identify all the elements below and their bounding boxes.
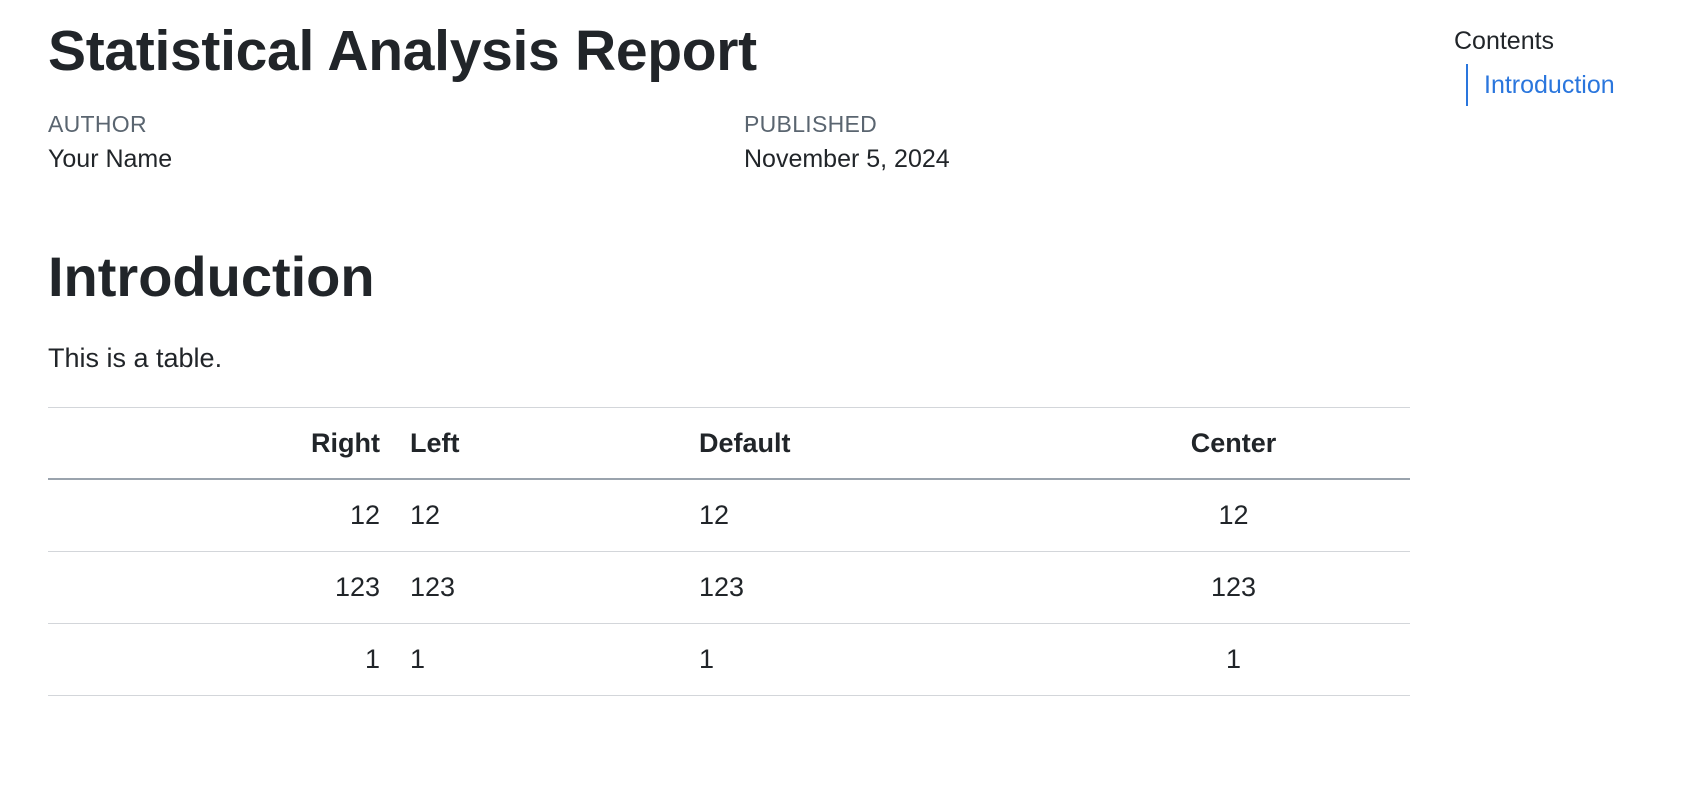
title-meta: AUTHOR Your Name PUBLISHED November 5, 2…: [48, 110, 1410, 180]
page-title: Statistical Analysis Report: [48, 18, 757, 84]
table-header-row: Right Left Default Center: [48, 408, 1410, 480]
table-row: 1 1 1 1: [48, 624, 1410, 696]
author-block: AUTHOR Your Name: [48, 110, 172, 175]
table-row: 123 123 123 123: [48, 552, 1410, 624]
toc-link-introduction[interactable]: Introduction: [1484, 71, 1615, 99]
column-header-right: Right: [48, 408, 395, 480]
section-heading-introduction: Introduction: [48, 244, 375, 310]
data-table: Right Left Default Center 12 12 12 12 12…: [48, 407, 1410, 696]
toc-list: Introduction: [1466, 64, 1674, 106]
table-header: Right Left Default Center: [48, 408, 1410, 480]
published-label: PUBLISHED: [744, 110, 950, 138]
table-row: 12 12 12 12: [48, 479, 1410, 552]
table-cell: 1: [395, 624, 684, 696]
table-of-contents: Contents Introduction: [1454, 24, 1674, 106]
table-cell: 12: [48, 479, 395, 552]
column-header-center: Center: [1057, 408, 1410, 480]
table-cell: 1: [1057, 624, 1410, 696]
intro-paragraph: This is a table.: [48, 340, 222, 376]
table-cell: 1: [48, 624, 395, 696]
author-label: AUTHOR: [48, 110, 172, 138]
table-cell: 123: [1057, 552, 1410, 624]
table-body: 12 12 12 12 123 123 123 123 1 1 1: [48, 479, 1410, 696]
published-block: PUBLISHED November 5, 2024: [744, 110, 950, 175]
table-cell: 12: [1057, 479, 1410, 552]
table-cell: 123: [395, 552, 684, 624]
table-cell: 12: [684, 479, 1057, 552]
table-cell: 12: [395, 479, 684, 552]
author-value: Your Name: [48, 143, 172, 175]
toc-title: Contents: [1454, 24, 1674, 58]
column-header-left: Left: [395, 408, 684, 480]
table-cell: 123: [684, 552, 1057, 624]
table-cell: 1: [684, 624, 1057, 696]
table-cell: 123: [48, 552, 395, 624]
data-table-wrapper: Right Left Default Center 12 12 12 12 12…: [48, 407, 1410, 696]
published-value: November 5, 2024: [744, 143, 950, 175]
column-header-default: Default: [684, 408, 1057, 480]
